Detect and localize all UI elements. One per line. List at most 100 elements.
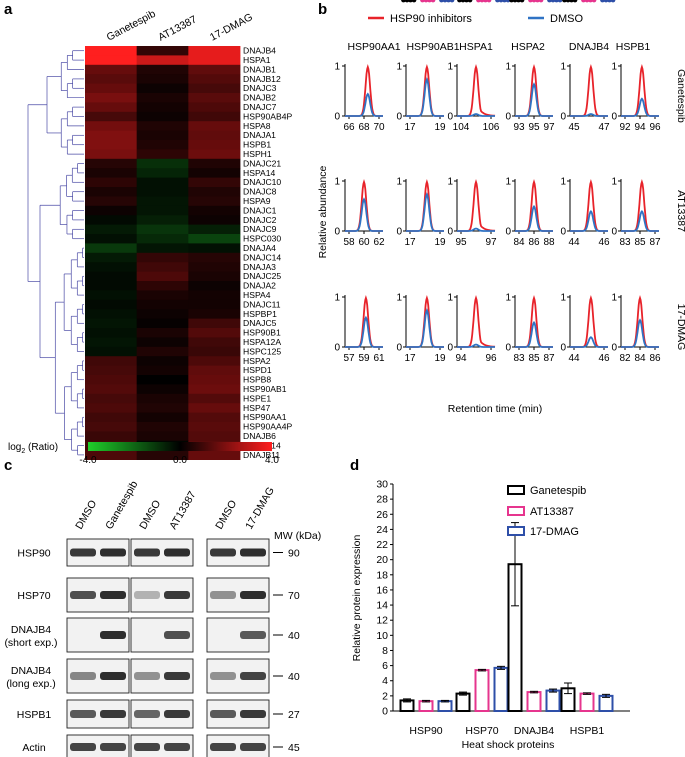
blot-label: HSP90 xyxy=(17,548,50,560)
heatmap-row-label: HSP90AA1 xyxy=(243,412,287,422)
heatmap-cell xyxy=(136,346,189,357)
heatmap-cell xyxy=(188,74,241,84)
heatmap-cell xyxy=(188,271,241,282)
blot-band xyxy=(100,548,126,557)
y-tick-label: 0 xyxy=(611,112,617,123)
heatmap-row-label: HSPA9 xyxy=(243,196,271,206)
heatmap-row-label: DNAJC14 xyxy=(243,252,281,262)
x-tick-label: 106 xyxy=(483,122,500,133)
heatmap-cell xyxy=(136,431,189,442)
x-tick-label: HSPB1 xyxy=(570,725,605,737)
protein-label: HSPB1 xyxy=(616,41,651,53)
blot-band xyxy=(134,710,160,718)
blot-label: DNAJB4 xyxy=(11,665,51,677)
x-tick-label: 19 xyxy=(434,237,446,248)
heatmap-cell xyxy=(85,55,138,66)
blot-band xyxy=(70,672,96,680)
blot-band xyxy=(164,631,190,639)
heatmap-cell xyxy=(188,290,241,301)
bar xyxy=(455,692,471,713)
heatmap-cell xyxy=(85,140,138,150)
colorbar-tick-label: -4.0 xyxy=(79,455,97,466)
heatmap-cell xyxy=(136,93,189,103)
panel-label-c: c xyxy=(4,457,12,474)
blot-band xyxy=(134,743,160,751)
heatmap-cell xyxy=(85,93,138,103)
blot-band xyxy=(134,672,160,680)
heatmap-column-label: Ganetespib xyxy=(105,8,158,44)
heatmap-row-label: HSPC030 xyxy=(243,234,281,244)
heatmap-cell xyxy=(136,102,189,113)
trace-dmso xyxy=(345,197,383,232)
y-tick-label: 0 xyxy=(334,227,340,238)
mw-value: 45 xyxy=(288,742,300,754)
data-point xyxy=(519,0,525,3)
panel-label-b: b xyxy=(318,1,327,18)
heatmap-row-label: DNAJC21 xyxy=(243,158,281,168)
trace-inhibitor xyxy=(515,64,553,117)
y-tick-label: 2 xyxy=(382,690,388,702)
blot-band xyxy=(240,710,266,718)
y-tick-label: 0 xyxy=(611,227,617,238)
x-tick-label: 70 xyxy=(373,122,385,133)
y-tick-label: 14 xyxy=(376,600,388,612)
heatmap-cell xyxy=(188,140,241,150)
heatmap-cell xyxy=(85,111,138,122)
trace-inhibitor xyxy=(621,64,659,117)
y-tick-label: 0 xyxy=(396,227,402,238)
y-tick-label: 1 xyxy=(505,62,511,73)
blot-band xyxy=(210,710,236,718)
bar xyxy=(418,700,434,712)
x-tick-label: 68 xyxy=(358,122,370,133)
trace-dmso xyxy=(457,343,495,348)
heatmap-row-label: HSPE1 xyxy=(243,393,271,403)
heatmap-cell xyxy=(188,177,241,188)
y-tick-label: 18 xyxy=(376,569,388,581)
heatmap-cell xyxy=(188,262,241,272)
heatmap-cell xyxy=(85,46,138,56)
y-axis-label: Relative abundance xyxy=(317,165,329,258)
x-tick-label: 94 xyxy=(634,122,646,133)
protein-label: HSP90AA1 xyxy=(347,41,400,53)
x-tick-label: 92 xyxy=(619,122,631,133)
y-tick-label: 0 xyxy=(505,343,511,354)
x-tick-label: 87 xyxy=(543,353,555,364)
trace-inhibitor xyxy=(457,295,496,348)
x-tick-label: 60 xyxy=(358,237,370,248)
heatmap-cell xyxy=(136,309,189,319)
legend-swatch xyxy=(507,485,525,495)
heatmap-cell xyxy=(188,281,241,291)
heatmap-cell xyxy=(85,328,138,338)
heatmap-cell xyxy=(188,365,241,376)
heatmap-cell xyxy=(136,196,189,207)
heatmap-row-label: DNAJC1 xyxy=(243,205,277,215)
heatmap-cell xyxy=(85,64,138,75)
heatmap-cell xyxy=(85,450,138,460)
x-tick-label: 59 xyxy=(358,353,370,364)
heatmap-cell xyxy=(136,187,189,197)
legend-swatch xyxy=(507,526,525,536)
heatmap-row-label: HSPC125 xyxy=(243,346,281,356)
trace-dmso xyxy=(570,210,608,232)
blot-band xyxy=(100,591,126,599)
blot-band xyxy=(70,548,96,557)
y-tick-label: 0 xyxy=(560,112,566,123)
heatmap-row-label: DNAJA1 xyxy=(243,130,276,140)
bar xyxy=(437,700,453,712)
y-tick-label: 8 xyxy=(382,645,388,657)
heatmap-cell xyxy=(85,290,138,301)
blot-band xyxy=(210,548,236,557)
x-tick-label: 84 xyxy=(634,353,646,364)
x-tick-label: 57 xyxy=(343,353,355,364)
bar xyxy=(579,692,595,713)
trace-dmso xyxy=(406,308,444,348)
x-tick-label: 62 xyxy=(373,237,385,248)
data-point xyxy=(467,0,473,3)
y-tick-label: 1 xyxy=(611,177,617,188)
trace-inhibitor xyxy=(570,179,608,232)
x-tick-label: 46 xyxy=(598,353,610,364)
heatmap-cell xyxy=(136,365,189,376)
x-tick-label: 19 xyxy=(434,353,446,364)
y-tick-label: 12 xyxy=(376,615,388,627)
